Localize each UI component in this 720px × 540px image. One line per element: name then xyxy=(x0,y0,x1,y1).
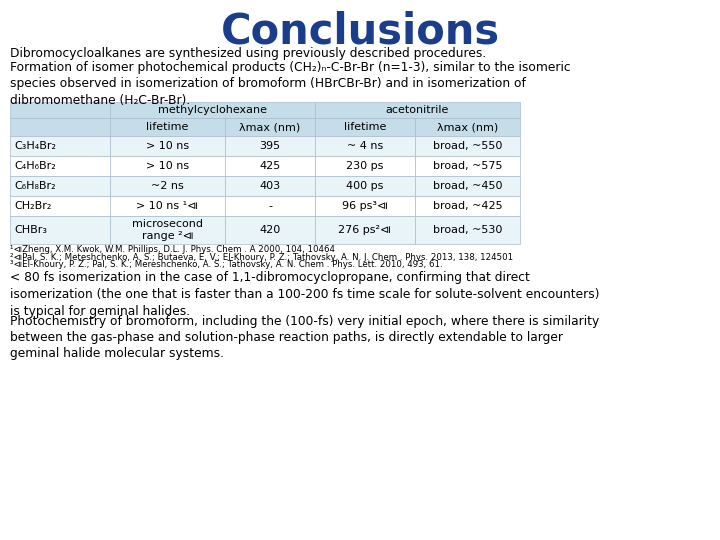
Bar xyxy=(315,102,520,118)
Text: λmax (nm): λmax (nm) xyxy=(437,122,498,132)
Bar xyxy=(225,118,315,136)
Text: lifetime: lifetime xyxy=(344,122,386,132)
Bar xyxy=(225,156,315,176)
Bar xyxy=(315,196,415,216)
Bar xyxy=(415,156,520,176)
Text: ¹⧏Zheng, X.M. Kwok, W.M. Phillips, D.L. J. Phys. Chem . A 2000, 104, 10464: ¹⧏Zheng, X.M. Kwok, W.M. Phillips, D.L. … xyxy=(10,245,335,254)
Bar xyxy=(315,176,415,196)
Text: CHBr₃: CHBr₃ xyxy=(14,225,47,235)
Text: 400 ps: 400 ps xyxy=(346,181,384,191)
Text: 420: 420 xyxy=(259,225,281,235)
Bar xyxy=(110,196,225,216)
Bar xyxy=(415,136,520,156)
Text: ~ 4 ns: ~ 4 ns xyxy=(347,141,383,151)
Bar xyxy=(10,196,110,216)
Bar xyxy=(315,156,415,176)
Text: 425: 425 xyxy=(259,161,281,171)
Text: CH₂Br₂: CH₂Br₂ xyxy=(14,201,51,211)
Text: 403: 403 xyxy=(259,181,281,191)
Bar xyxy=(225,176,315,196)
Text: broad, ~425: broad, ~425 xyxy=(433,201,503,211)
Bar xyxy=(225,196,315,216)
Bar xyxy=(10,136,110,156)
Bar xyxy=(415,176,520,196)
Text: λmax (nm): λmax (nm) xyxy=(239,122,301,132)
Text: methylcyclohexane: methylcyclohexane xyxy=(158,105,267,115)
Bar xyxy=(10,156,110,176)
Text: broad, ~530: broad, ~530 xyxy=(433,225,502,235)
Text: Dibromocycloalkanes are synthesized using previously described procedures.: Dibromocycloalkanes are synthesized usin… xyxy=(10,47,486,60)
Bar xyxy=(110,102,315,118)
Text: C₄H₆Br₂: C₄H₆Br₂ xyxy=(14,161,55,171)
Text: C₆H₈Br₂: C₆H₈Br₂ xyxy=(14,181,55,191)
Text: lifetime: lifetime xyxy=(146,122,189,132)
Bar xyxy=(315,216,415,244)
Text: C₃H₄Br₂: C₃H₄Br₂ xyxy=(14,141,56,151)
Text: Photochemistry of bromoform, including the (100-fs) very initial epoch, where th: Photochemistry of bromoform, including t… xyxy=(10,314,599,361)
Text: ²⧏Pal, S. K.; Meteshchenko, A. S.; Butaeva, E. V.; El-Khoury, P. Z.; Tathovsky, : ²⧏Pal, S. K.; Meteshchenko, A. S.; Butae… xyxy=(10,253,513,261)
Text: ³⧏El-Khoury, P. Z.; Pal, S. K.; Mereshchenko, A. S.; Tathovsky, A. N. Chem . Phy: ³⧏El-Khoury, P. Z.; Pal, S. K.; Mereshch… xyxy=(10,260,443,269)
Bar xyxy=(10,118,110,136)
Bar xyxy=(225,216,315,244)
Text: broad, ~575: broad, ~575 xyxy=(433,161,503,171)
Bar xyxy=(315,136,415,156)
Bar xyxy=(110,118,225,136)
Bar xyxy=(225,136,315,156)
Text: 395: 395 xyxy=(259,141,281,151)
Text: > 10 ns: > 10 ns xyxy=(146,161,189,171)
Bar xyxy=(415,196,520,216)
Bar xyxy=(110,136,225,156)
Text: ~2 ns: ~2 ns xyxy=(151,181,184,191)
Text: Formation of isomer photochemical products (CH₂)ₙ-C-Br-Br (n=1-3), similar to th: Formation of isomer photochemical produc… xyxy=(10,61,571,107)
Bar xyxy=(315,118,415,136)
Text: acetonitrile: acetonitrile xyxy=(386,105,449,115)
Bar xyxy=(10,176,110,196)
Bar xyxy=(10,216,110,244)
Text: 96 ps³⧏: 96 ps³⧏ xyxy=(342,201,388,211)
Text: > 10 ns ¹⧏: > 10 ns ¹⧏ xyxy=(136,201,199,211)
Bar xyxy=(110,176,225,196)
Text: Conclusions: Conclusions xyxy=(220,10,500,52)
Text: microsecond
range ²⧏: microsecond range ²⧏ xyxy=(132,219,203,241)
Bar xyxy=(110,216,225,244)
Text: 276 ps²⧏: 276 ps²⧏ xyxy=(338,225,392,235)
Bar xyxy=(110,156,225,176)
Text: 230 ps: 230 ps xyxy=(346,161,384,171)
Text: broad, ~450: broad, ~450 xyxy=(433,181,503,191)
Bar xyxy=(415,118,520,136)
Text: broad, ~550: broad, ~550 xyxy=(433,141,502,151)
Bar xyxy=(10,102,110,118)
Text: -: - xyxy=(268,201,272,211)
Bar xyxy=(415,216,520,244)
Text: < 80 fs isomerization in the case of 1,1-dibromocyclopropane, confirming that di: < 80 fs isomerization in the case of 1,1… xyxy=(10,272,600,318)
Text: > 10 ns: > 10 ns xyxy=(146,141,189,151)
